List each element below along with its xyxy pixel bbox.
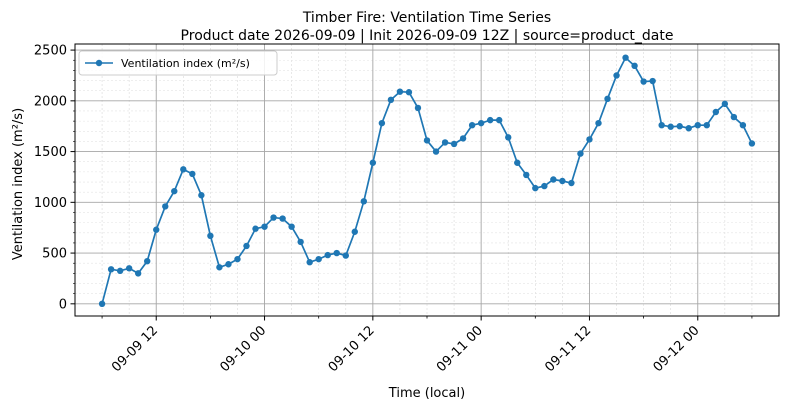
data-point (351, 228, 358, 235)
data-point (279, 215, 286, 222)
data-point (514, 159, 521, 166)
data-point (532, 184, 539, 192)
chart-subtitle: Product date 2026-09-09 | Init 2026-09-0… (181, 28, 674, 44)
data-point (405, 89, 413, 96)
x-tick-label: 09-11 00 (434, 323, 486, 375)
data-point (297, 238, 304, 246)
data-point (550, 176, 557, 183)
data-point (477, 119, 485, 127)
data-point (748, 140, 756, 147)
x-tick-label: 09-12 00 (651, 323, 703, 375)
data-point (541, 182, 548, 190)
data-point (486, 116, 494, 124)
data-point (523, 171, 530, 179)
data-point (162, 203, 169, 210)
data-point (216, 264, 223, 271)
data-point (712, 108, 720, 116)
legend-label: Ventilation index (m²/s) (121, 57, 250, 70)
data-point (739, 121, 747, 129)
data-point (459, 135, 467, 142)
data-point (631, 62, 638, 70)
data-point (559, 177, 566, 185)
data-point (423, 137, 431, 144)
data-point (153, 226, 160, 233)
series-layer (98, 54, 756, 308)
data-point (107, 266, 115, 273)
data-point (342, 252, 349, 259)
data-point (622, 54, 629, 61)
major-grid (75, 44, 779, 316)
y-axis-label: Ventilation index (m²/s) (11, 108, 26, 260)
y-tick-label: 1000 (34, 196, 67, 211)
axis-ticks: 09-09 12 09-10 00 09-10 12 09-11 00 09-11 12… (34, 44, 753, 375)
data-point (468, 121, 476, 129)
x-tick-label: 09-10 12 (326, 323, 378, 375)
data-point (432, 148, 440, 155)
data-point (116, 267, 124, 275)
x-axis-label: Time (local) (388, 386, 465, 401)
data-point (207, 232, 214, 240)
data-point (125, 265, 133, 272)
data-point (721, 100, 729, 108)
legend-marker-swatch (95, 59, 103, 67)
data-point (315, 255, 322, 263)
y-tick-label: 2000 (34, 94, 67, 109)
y-tick-label: 500 (42, 247, 67, 262)
data-point (640, 78, 647, 85)
data-point (703, 121, 710, 129)
data-point (134, 270, 142, 277)
data-point (369, 159, 377, 166)
data-point (198, 192, 205, 199)
data-point (234, 255, 241, 263)
data-point (306, 259, 313, 266)
data-point (450, 140, 458, 148)
minor-grid (75, 44, 780, 316)
data-point (441, 139, 449, 146)
data-point (270, 214, 277, 221)
y-tick-label: 2500 (34, 44, 67, 59)
data-point (685, 125, 692, 132)
data-point (261, 223, 268, 230)
data-point (667, 123, 674, 130)
data-point (324, 251, 331, 259)
x-tick-label: 09-09 12 (109, 323, 161, 375)
data-point (505, 134, 512, 141)
data-point (694, 121, 701, 129)
data-point (649, 77, 656, 85)
data-point (98, 300, 106, 308)
data-point (676, 123, 683, 130)
data-point (396, 88, 404, 95)
data-point (144, 257, 151, 265)
data-point (568, 179, 575, 187)
data-point (171, 187, 178, 195)
data-point (658, 121, 665, 129)
data-point (577, 150, 584, 157)
chart-title: Timber Fire: Ventilation Time Series (302, 10, 551, 26)
data-point (496, 116, 503, 124)
data-point (288, 223, 295, 230)
data-point (730, 113, 738, 121)
legend: Ventilation index (m²/s) (78, 50, 278, 76)
data-point (189, 170, 196, 178)
data-point (586, 136, 593, 143)
data-point (613, 72, 620, 79)
y-tick-label: 0 (59, 297, 67, 312)
data-point (333, 249, 340, 257)
y-tick-label: 1500 (34, 145, 67, 160)
data-point (360, 198, 368, 205)
data-point (252, 225, 259, 232)
data-point (387, 96, 395, 104)
data-point (180, 166, 187, 173)
data-point (595, 119, 602, 127)
x-tick-label: 09-11 12 (542, 323, 594, 375)
x-tick-label: 09-10 00 (217, 323, 269, 375)
legend-box (78, 50, 278, 76)
data-point (243, 242, 250, 250)
data-point (378, 119, 386, 127)
data-point (414, 104, 422, 112)
data-point (604, 95, 611, 103)
data-point (225, 261, 232, 268)
